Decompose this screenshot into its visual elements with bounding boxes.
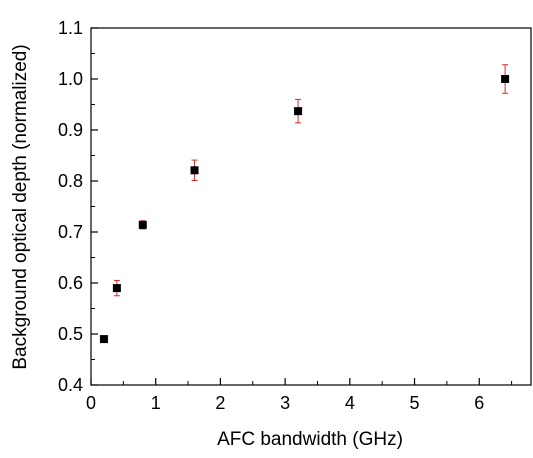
x-tick-label: 5 bbox=[410, 393, 420, 413]
x-tick-label: 2 bbox=[215, 393, 225, 413]
y-axis-label: Background optical depth (normalized) bbox=[10, 44, 31, 369]
plot-frame bbox=[90, 27, 532, 386]
y-tick-label: 0.6 bbox=[58, 273, 83, 293]
data-point bbox=[190, 166, 199, 175]
x-tick-label: 3 bbox=[280, 393, 290, 413]
data-point bbox=[112, 284, 121, 293]
x-tick-label: 6 bbox=[474, 393, 484, 413]
error-bars bbox=[100, 64, 509, 342]
axis-ticks bbox=[90, 27, 513, 386]
y-tick-label: 1.1 bbox=[58, 18, 83, 38]
data-point bbox=[501, 75, 510, 83]
data-point bbox=[294, 107, 303, 116]
data-points bbox=[99, 75, 510, 344]
x-tick-label: 0 bbox=[86, 393, 96, 413]
plot-border bbox=[90, 27, 532, 386]
tick-labels: 0 1 2 3 4 5 6 0.4 0.5 0.6 0.7 0.8 0.9 1.0 1.1 bbox=[58, 18, 484, 413]
y-tick-label: 0.4 bbox=[58, 375, 83, 395]
x-tick-label: 1 bbox=[151, 393, 161, 413]
y-tick-label: 0.5 bbox=[58, 324, 83, 344]
data-point bbox=[99, 335, 108, 344]
x-tick-label: 4 bbox=[345, 393, 355, 413]
y-tick-label: 0.9 bbox=[58, 120, 83, 140]
x-axis-label: AFC bandwidth (GHz) bbox=[217, 429, 403, 450]
y-tick-label: 0.7 bbox=[58, 222, 83, 242]
data-point bbox=[138, 220, 147, 229]
y-tick-label: 0.8 bbox=[58, 171, 83, 191]
y-tick-label: 1.0 bbox=[58, 69, 83, 89]
